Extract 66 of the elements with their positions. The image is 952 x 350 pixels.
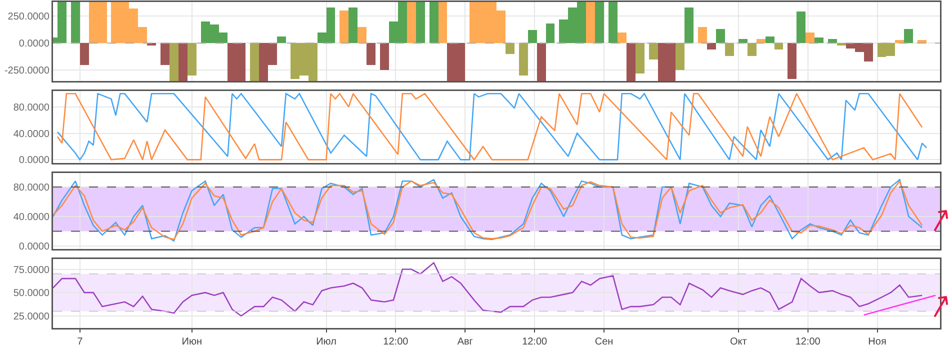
bar bbox=[187, 43, 196, 76]
y-tick-label: 0.0000 bbox=[18, 38, 50, 50]
bar bbox=[528, 30, 537, 44]
bar bbox=[698, 26, 708, 44]
bar bbox=[707, 43, 716, 50]
bar bbox=[635, 43, 644, 74]
bar bbox=[648, 43, 658, 60]
bar bbox=[178, 43, 188, 81]
bar bbox=[80, 43, 89, 65]
x-tick-label: 12:00 bbox=[383, 336, 409, 348]
bar bbox=[716, 29, 725, 44]
bar bbox=[340, 10, 349, 44]
x-tick-label: 12:00 bbox=[795, 336, 821, 348]
bar bbox=[358, 26, 367, 44]
y-tick-label: 250.0000 bbox=[8, 12, 50, 23]
bar bbox=[416, 2, 425, 44]
line-series bbox=[53, 262, 923, 317]
bar bbox=[904, 29, 914, 44]
x-tick-label: Сен bbox=[594, 336, 614, 348]
bar bbox=[505, 43, 514, 54]
bar bbox=[676, 43, 685, 70]
bar bbox=[765, 36, 774, 44]
x-tick-label: Окт bbox=[730, 336, 748, 348]
bar bbox=[684, 7, 694, 44]
y-tick-label: 75.0000 bbox=[13, 264, 50, 276]
bar bbox=[814, 38, 824, 44]
bar bbox=[796, 12, 806, 44]
bar bbox=[536, 43, 546, 81]
bar bbox=[366, 43, 376, 65]
bar bbox=[724, 43, 734, 56]
bar bbox=[169, 43, 178, 81]
bar bbox=[747, 43, 756, 56]
bar bbox=[806, 32, 815, 44]
x-tick-label: 12:00 bbox=[522, 336, 548, 348]
bar bbox=[438, 2, 448, 44]
bar bbox=[608, 2, 618, 44]
bar bbox=[788, 43, 797, 79]
bar bbox=[546, 24, 555, 44]
bar bbox=[57, 2, 66, 44]
y-tick-label: 50.0000 bbox=[13, 288, 50, 300]
x-tick-label: Июл bbox=[316, 336, 337, 348]
y-tick-label: 80.0000 bbox=[13, 102, 50, 114]
bar bbox=[348, 7, 358, 44]
y-tick-label: 80.0000 bbox=[13, 182, 50, 194]
y-tick-label: 25.0000 bbox=[13, 311, 50, 322]
x-tick-label: 7 bbox=[77, 336, 84, 348]
x-tick-label: Июн bbox=[182, 336, 202, 348]
bar bbox=[380, 43, 389, 70]
bar bbox=[406, 2, 416, 44]
bar bbox=[429, 2, 438, 44]
bar bbox=[586, 2, 596, 44]
y-tick-label: 0.0000 bbox=[18, 242, 50, 253]
bar bbox=[518, 43, 528, 76]
y-tick-label: 40.0000 bbox=[13, 212, 50, 224]
bar bbox=[160, 43, 170, 65]
y-tick-label: 0.0000 bbox=[18, 155, 50, 166]
bar bbox=[595, 2, 604, 44]
bar bbox=[626, 43, 636, 81]
bar bbox=[276, 36, 286, 44]
bar bbox=[617, 32, 626, 44]
y-tick-label: -250.0000 bbox=[4, 66, 50, 77]
x-tick-label: Ноя bbox=[868, 336, 886, 348]
bar bbox=[70, 2, 80, 44]
x-tick-label: Авг bbox=[457, 336, 474, 348]
bar bbox=[250, 43, 260, 81]
y-tick-label: 40.0000 bbox=[13, 128, 50, 140]
